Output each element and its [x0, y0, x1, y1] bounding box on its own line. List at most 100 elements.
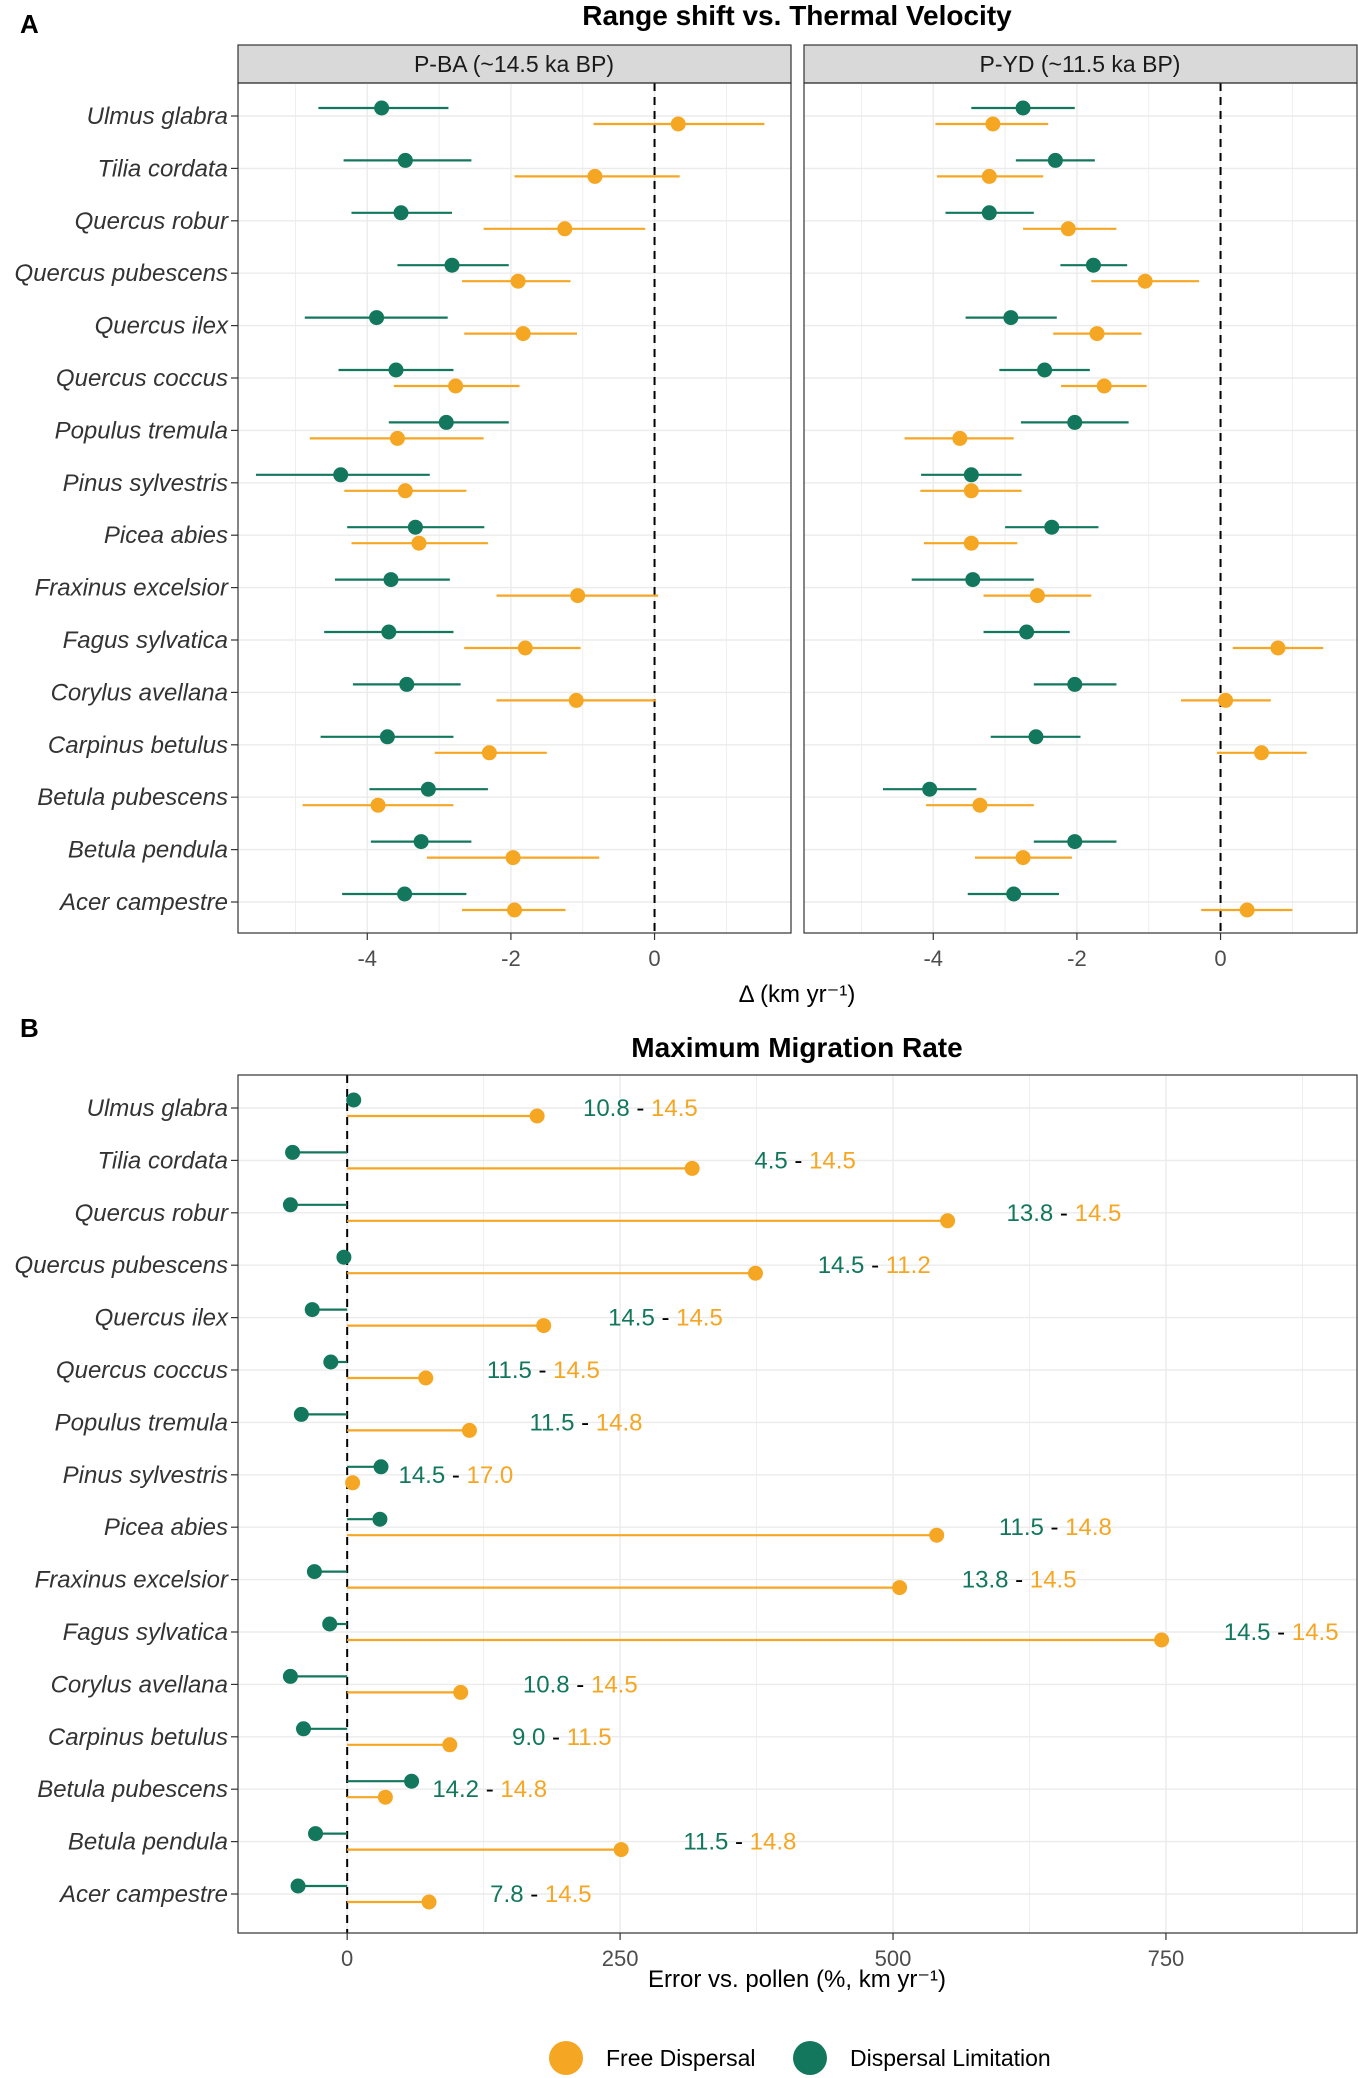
facet-strip-pyd: [803, 44, 1358, 84]
point-corylus-avellana-dispersal-limitation: [282, 1668, 298, 1684]
point-fraxinus-excelsior-dispersal-limitation-f1: [965, 572, 981, 588]
point-quercus-pubescens-dispersal-limitation-f1: [1085, 257, 1101, 273]
point-quercus-coccus-free-dispersal: [418, 1370, 434, 1386]
rate-separator: -: [1271, 1619, 1292, 1646]
panel-a-right-frame: [803, 82, 1358, 934]
point-pinus-sylvestris-free-dispersal-f1: [963, 483, 979, 499]
rate-free-dispersal: 14.5: [809, 1147, 856, 1174]
point-carpinus-betulus-dispersal-limitation-f1: [1028, 729, 1044, 745]
point-pinus-sylvestris-dispersal-limitation: [373, 1459, 389, 1475]
point-quercus-ilex-dispersal-limitation: [304, 1302, 320, 1318]
rate-dispersal-limitation: 11.5: [999, 1514, 1044, 1541]
point-quercus-pubescens-free-dispersal: [747, 1265, 763, 1281]
rate-free-dispersal: 14.5: [591, 1671, 638, 1698]
category-label-pinus-sylvestris: Pinus sylvestris: [63, 1462, 228, 1489]
rate-dispersal-limitation: 14.2: [432, 1776, 479, 1803]
point-quercus-coccus-dispersal-limitation-f0: [388, 362, 404, 378]
point-ulmus-glabra-free-dispersal: [529, 1108, 545, 1124]
rate-free-dispersal: 14.8: [750, 1829, 797, 1856]
point-quercus-robur-dispersal-limitation-f1: [981, 205, 997, 221]
point-quercus-ilex-free-dispersal: [536, 1318, 552, 1334]
point-quercus-robur-dispersal-limitation: [282, 1197, 298, 1213]
x-tick-label: -4: [923, 946, 943, 971]
point-quercus-robur-free-dispersal-f0: [557, 221, 573, 237]
point-corylus-avellana-dispersal-limitation-f0: [399, 676, 415, 692]
point-betula-pubescens-free-dispersal-f0: [370, 797, 386, 813]
point-betula-pendula-dispersal-limitation-f0: [413, 834, 429, 850]
category-label-quercus-robur: Quercus robur: [75, 208, 229, 235]
category-label-corylus-avellana: Corylus avellana: [51, 679, 228, 706]
point-ulmus-glabra-free-dispersal-f0: [670, 116, 686, 132]
point-acer-campestre-dispersal-limitation: [290, 1878, 306, 1894]
category-label-ulmus-glabra: Ulmus glabra: [87, 103, 228, 130]
rate-separator: -: [864, 1252, 885, 1279]
point-ulmus-glabra-dispersal-limitation-f0: [374, 100, 390, 116]
point-tilia-cordata-dispersal-limitation-f1: [1047, 152, 1063, 168]
point-carpinus-betulus-free-dispersal-f0: [481, 745, 497, 761]
panel-a-xlabel: Δ (km yr⁻¹): [739, 981, 856, 1008]
point-pinus-sylvestris-dispersal-limitation-f1: [963, 467, 979, 483]
rate-separator: -: [1044, 1514, 1065, 1541]
point-ulmus-glabra-dispersal-limitation: [346, 1092, 362, 1108]
rate-free-dispersal: 11.5: [567, 1724, 612, 1751]
point-picea-abies-dispersal-limitation: [372, 1511, 388, 1527]
category-label-quercus-robur: Quercus robur: [75, 1200, 229, 1227]
panel-b-frame: [237, 1074, 1358, 1934]
x-tick-label: 250: [602, 1946, 639, 1971]
panel-b-label: B: [20, 1013, 39, 1043]
rate-annotation-quercus-pubescens: 14.5 - 11.2: [818, 1252, 931, 1279]
rate-separator: -: [532, 1357, 553, 1384]
point-fraxinus-excelsior-dispersal-limitation: [306, 1564, 322, 1580]
point-corylus-avellana-free-dispersal-f1: [1218, 692, 1234, 708]
category-label-betula-pubescens: Betula pubescens: [37, 1776, 228, 1803]
x-tick-label: -2: [1067, 946, 1087, 971]
category-label-quercus-coccus: Quercus coccus: [56, 1357, 228, 1384]
point-carpinus-betulus-free-dispersal-f1: [1253, 745, 1269, 761]
rate-free-dispersal: 14.5: [553, 1357, 600, 1384]
rate-free-dispersal: 14.5: [1030, 1567, 1077, 1594]
rate-annotation-ulmus-glabra: 10.8 - 14.5: [583, 1095, 698, 1122]
point-quercus-pubescens-free-dispersal-f1: [1137, 273, 1153, 289]
x-tick-label: -2: [501, 946, 521, 971]
legend: Free Dispersal Dispersal Limitation: [549, 2041, 1051, 2075]
category-label-quercus-coccus: Quercus coccus: [56, 365, 228, 392]
rate-free-dispersal: 14.5: [676, 1305, 723, 1332]
category-label-ulmus-glabra: Ulmus glabra: [87, 1095, 228, 1122]
point-quercus-coccus-dispersal-limitation-f1: [1037, 362, 1053, 378]
category-label-carpinus-betulus: Carpinus betulus: [48, 732, 228, 759]
rate-dispersal-limitation: 14.5: [1224, 1619, 1271, 1646]
category-label-tilia-cordata: Tilia cordata: [97, 155, 228, 182]
category-label-pinus-sylvestris: Pinus sylvestris: [63, 470, 228, 497]
point-tilia-cordata-free-dispersal-f1: [981, 168, 997, 184]
point-fraxinus-excelsior-free-dispersal-f1: [1029, 588, 1045, 604]
panel-a-label: A: [20, 9, 39, 39]
rate-dispersal-limitation: 14.5: [818, 1252, 865, 1279]
point-quercus-coccus-free-dispersal-f1: [1096, 378, 1112, 394]
rate-dispersal-limitation: 9.0: [512, 1724, 545, 1751]
point-quercus-ilex-dispersal-limitation-f1: [1003, 310, 1019, 326]
rate-annotation-carpinus-betulus: 9.0 - 11.5: [512, 1724, 612, 1751]
point-quercus-ilex-free-dispersal-f0: [515, 326, 531, 342]
rate-annotation-populus-tremula: 11.5 - 14.8: [529, 1409, 642, 1436]
point-fagus-sylvatica-dispersal-limitation-f1: [1019, 624, 1035, 640]
rate-annotation-betula-pubescens: 14.2 - 14.8: [432, 1776, 547, 1803]
point-pinus-sylvestris-free-dispersal: [345, 1475, 361, 1491]
rate-dispersal-limitation: 13.8: [1007, 1200, 1054, 1227]
category-label-fraxinus-excelsior: Fraxinus excelsior: [35, 575, 229, 602]
point-picea-abies-free-dispersal: [929, 1527, 945, 1543]
point-picea-abies-free-dispersal-f0: [411, 535, 427, 551]
point-carpinus-betulus-dispersal-limitation-f0: [379, 729, 395, 745]
panel-a-ticks: -4 -2 0 -4 -2 0: [357, 933, 1227, 971]
point-quercus-ilex-dispersal-limitation-f0: [369, 310, 385, 326]
point-corylus-avellana-dispersal-limitation-f1: [1067, 676, 1083, 692]
rate-separator: -: [655, 1305, 676, 1332]
rate-separator: -: [479, 1776, 500, 1803]
point-betula-pubescens-free-dispersal-f1: [972, 797, 988, 813]
point-quercus-coccus-dispersal-limitation: [323, 1354, 339, 1370]
rate-dispersal-limitation: 10.8: [583, 1095, 630, 1122]
rate-annotation-quercus-ilex: 14.5 - 14.5: [608, 1305, 723, 1332]
category-label-carpinus-betulus: Carpinus betulus: [48, 1724, 228, 1751]
facet-strip-pba: [237, 44, 792, 84]
point-fagus-sylvatica-free-dispersal: [1154, 1632, 1170, 1648]
point-acer-campestre-dispersal-limitation-f1: [1006, 886, 1022, 902]
